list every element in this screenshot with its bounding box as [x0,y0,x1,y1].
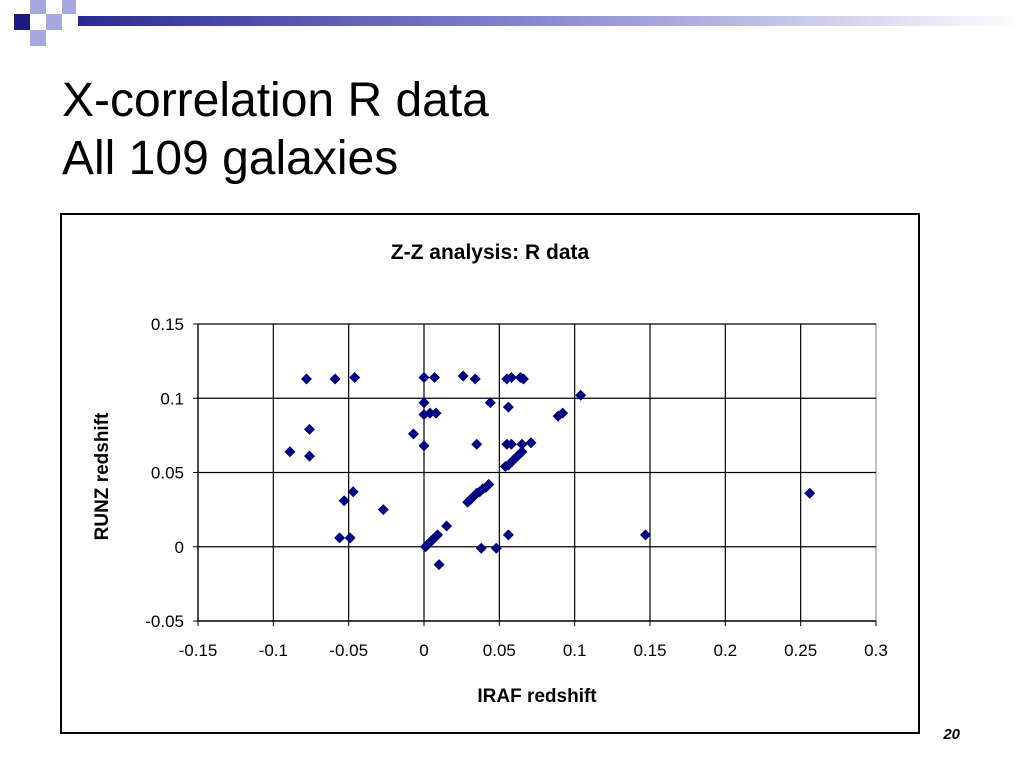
data-point [432,529,444,541]
data-point [418,440,430,452]
data-point [284,446,296,458]
x-axis-title: IRAF redshift [477,686,597,707]
data-point [804,487,816,499]
data-point [557,407,569,419]
data-point [418,371,430,383]
slide-title: X-correlation R data All 109 galaxies [62,72,489,188]
data-point [349,371,361,383]
x-tick-label: 0.3 [864,641,888,660]
data-point [490,542,502,554]
y-tick-label: 0.1 [160,389,184,408]
data-point [484,397,496,409]
x-tick-label: 0.15 [633,641,666,660]
data-point [469,373,481,385]
data-point [418,397,430,409]
data-point [429,371,441,383]
y-axis-title: RUNZ redshift [92,412,113,540]
data-point [575,389,587,401]
x-tick-label: -0.15 [179,641,218,660]
data-point [430,407,442,419]
data-point [502,529,514,541]
slide-title-line-1: X-correlation R data [62,74,489,127]
data-point [344,532,356,544]
scatter-chart: -0.15 -0.1 -0.05 0 0.05 0.1 0.15 0.2 0.25 0.3 -0.0… [92,241,888,707]
data-point [483,478,495,490]
data-point [433,559,445,571]
data-point [338,495,350,507]
slide-corner-decoration [0,0,1024,46]
data-point [475,542,487,554]
data-point [505,371,517,383]
data-point [424,407,436,419]
x-tick-label: 0 [419,641,428,660]
data-point [303,423,315,435]
data-point [508,453,520,465]
data-point [347,486,359,498]
data-point [457,370,469,382]
data-point [334,532,346,544]
x-tick-label: 0.05 [483,641,516,660]
x-tick-label: -0.1 [259,641,288,660]
y-tick-label: 0.05 [151,464,184,483]
x-tick-label: 0.25 [784,641,817,660]
chart-frame: -0.15 -0.1 -0.05 0 0.05 0.1 0.15 0.2 0.25 0.3 -0.0… [60,213,920,734]
y-tick-label: 0 [175,538,184,557]
data-point [525,437,537,449]
x-tick-label: 0.1 [563,641,587,660]
chart-title: Z-Z analysis: R data [391,241,590,264]
data-point [377,504,389,516]
y-tick-label: -0.05 [145,612,184,631]
page-number: 20 [943,726,960,743]
data-point [511,450,523,462]
data-point [501,373,513,385]
y-tick-label: 0.15 [151,315,184,334]
data-point [505,456,517,468]
x-tick-label: 0.2 [714,641,738,660]
data-point [516,446,528,458]
data-point [441,520,453,532]
data-point [502,401,514,413]
slide-title-line-2: All 109 galaxies [62,132,399,185]
data-point [471,438,483,450]
data-point [300,373,312,385]
data-point [516,438,528,450]
data-point [407,428,419,440]
data-point [505,438,517,450]
data-point [303,450,315,462]
data-point [329,373,341,385]
data-point [517,373,529,385]
x-tick-label: -0.05 [329,641,368,660]
data-point [639,529,651,541]
